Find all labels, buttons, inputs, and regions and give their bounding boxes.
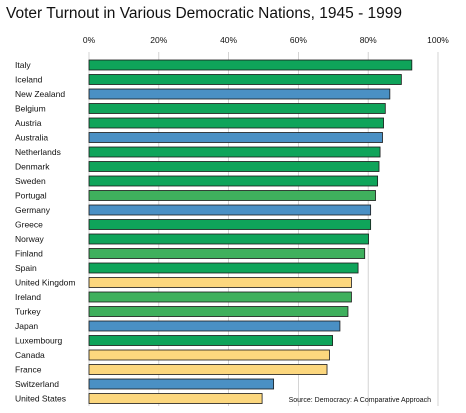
source-note: Source: Democracy: A Comparative Approac… bbox=[289, 397, 432, 404]
x-tick-label: 40% bbox=[220, 35, 237, 45]
category-label: Australia bbox=[15, 133, 48, 143]
category-label: Iceland bbox=[15, 75, 43, 85]
bar bbox=[88, 320, 341, 332]
bar bbox=[88, 117, 384, 129]
category-labels: Italy Iceland New Zealand Belgium Austria Aus… bbox=[15, 60, 75, 404]
x-tick-label: 80% bbox=[360, 35, 377, 45]
bar bbox=[88, 277, 352, 288]
category-label: Ireland bbox=[15, 292, 41, 302]
bar bbox=[88, 233, 369, 245]
x-axis-ticks: 0% 20% 40% 60% 80% 100% bbox=[83, 35, 449, 45]
category-label: Greece bbox=[15, 220, 43, 230]
x-tick-label: 60% bbox=[290, 35, 307, 45]
category-label: Japan bbox=[15, 321, 38, 331]
category-label: Belgium bbox=[15, 104, 46, 114]
bar bbox=[88, 146, 381, 158]
bar bbox=[88, 132, 383, 143]
category-label: Turkey bbox=[15, 307, 41, 317]
bar bbox=[88, 378, 275, 390]
category-label: Denmark bbox=[15, 162, 50, 172]
category-label: Italy bbox=[15, 60, 31, 70]
category-label: New Zealand bbox=[15, 89, 65, 99]
bar bbox=[88, 161, 380, 172]
bar bbox=[88, 59, 413, 71]
category-label: Sweden bbox=[15, 176, 46, 186]
category-label: United Kingdom bbox=[15, 278, 75, 288]
source-text: Source: Democracy: A Comparative Approac… bbox=[289, 397, 432, 404]
category-label: Austria bbox=[15, 118, 42, 128]
bar bbox=[88, 219, 372, 230]
category-label: France bbox=[15, 365, 42, 375]
x-tick-label: 0% bbox=[83, 35, 96, 45]
bar bbox=[88, 103, 386, 114]
category-label: Canada bbox=[15, 350, 45, 360]
bar bbox=[88, 204, 372, 216]
bars bbox=[88, 59, 413, 404]
bar bbox=[88, 175, 379, 187]
bar bbox=[88, 248, 366, 259]
bar bbox=[88, 335, 334, 346]
category-label: Norway bbox=[15, 234, 45, 244]
bar bbox=[88, 291, 352, 303]
x-tick-label: 20% bbox=[150, 35, 167, 45]
category-label: Germany bbox=[15, 205, 51, 215]
bar bbox=[88, 364, 328, 375]
category-label: United States bbox=[15, 394, 66, 404]
bar bbox=[88, 262, 359, 274]
category-label: Switzerland bbox=[15, 379, 59, 389]
bar bbox=[88, 190, 376, 201]
category-label: Portugal bbox=[15, 191, 47, 201]
chart-title: Voter Turnout in Various Democratic Nati… bbox=[6, 5, 403, 22]
category-label: Finland bbox=[15, 249, 43, 259]
bar bbox=[88, 74, 402, 85]
category-label: Spain bbox=[15, 263, 37, 273]
bar bbox=[88, 393, 263, 404]
bar bbox=[88, 349, 330, 361]
x-tick-label: 100% bbox=[427, 35, 449, 45]
bar bbox=[88, 306, 349, 317]
category-label: Netherlands bbox=[15, 147, 61, 157]
category-label: Luxembourg bbox=[15, 336, 63, 346]
bar bbox=[88, 88, 391, 100]
